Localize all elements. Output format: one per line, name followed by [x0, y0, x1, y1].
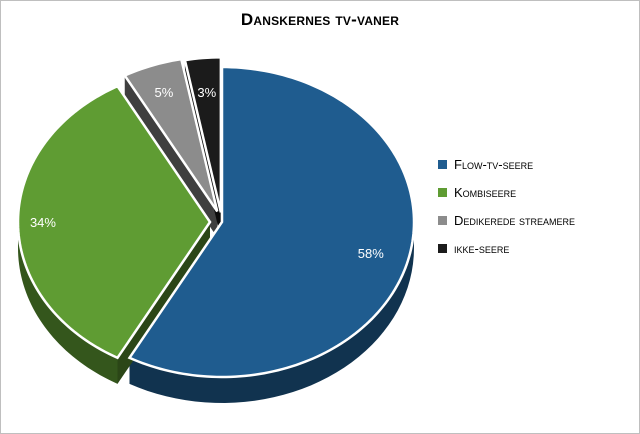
data-label: 58%: [358, 246, 384, 261]
legend-swatch: [438, 187, 447, 197]
chart-title: Danskernes tv-vaner: [240, 10, 400, 29]
data-label: 34%: [30, 215, 56, 230]
legend-label: Flow-tv-seere: [454, 156, 534, 172]
legend-label: Kombiseere: [454, 184, 517, 200]
legend-item: Dedikerede streamere: [438, 206, 575, 234]
pie-slice: [183, 56, 223, 213]
pie-slice: [16, 84, 212, 360]
legend-swatch: [438, 159, 447, 169]
legend-label: ikke-seere: [454, 240, 510, 256]
data-label: 3%: [197, 85, 216, 100]
pie-slice: [122, 57, 219, 213]
data-label: 5%: [155, 85, 174, 100]
legend-item: Flow-tv-seere: [438, 150, 575, 178]
legend-swatch: [438, 243, 447, 253]
legend-item: ikke-seere: [438, 234, 575, 262]
legend-item: Kombiseere: [438, 178, 575, 206]
legend: Flow-tv-seere Kombiseere Dedikerede stre…: [438, 150, 575, 262]
pie-slice: [127, 65, 416, 379]
legend-label: Dedikerede streamere: [454, 212, 576, 228]
legend-swatch: [438, 215, 447, 225]
